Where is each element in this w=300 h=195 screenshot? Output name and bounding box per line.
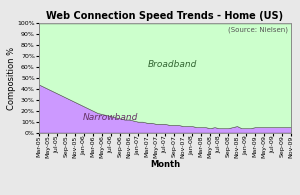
X-axis label: Month: Month [150, 160, 180, 169]
Text: Narrowband: Narrowband [83, 113, 139, 122]
Text: Broadband: Broadband [148, 60, 197, 69]
Y-axis label: Composition %: Composition % [7, 46, 16, 110]
Text: (Source: Nielsen): (Source: Nielsen) [229, 27, 289, 33]
Title: Web Connection Speed Trends - Home (US): Web Connection Speed Trends - Home (US) [46, 11, 284, 21]
